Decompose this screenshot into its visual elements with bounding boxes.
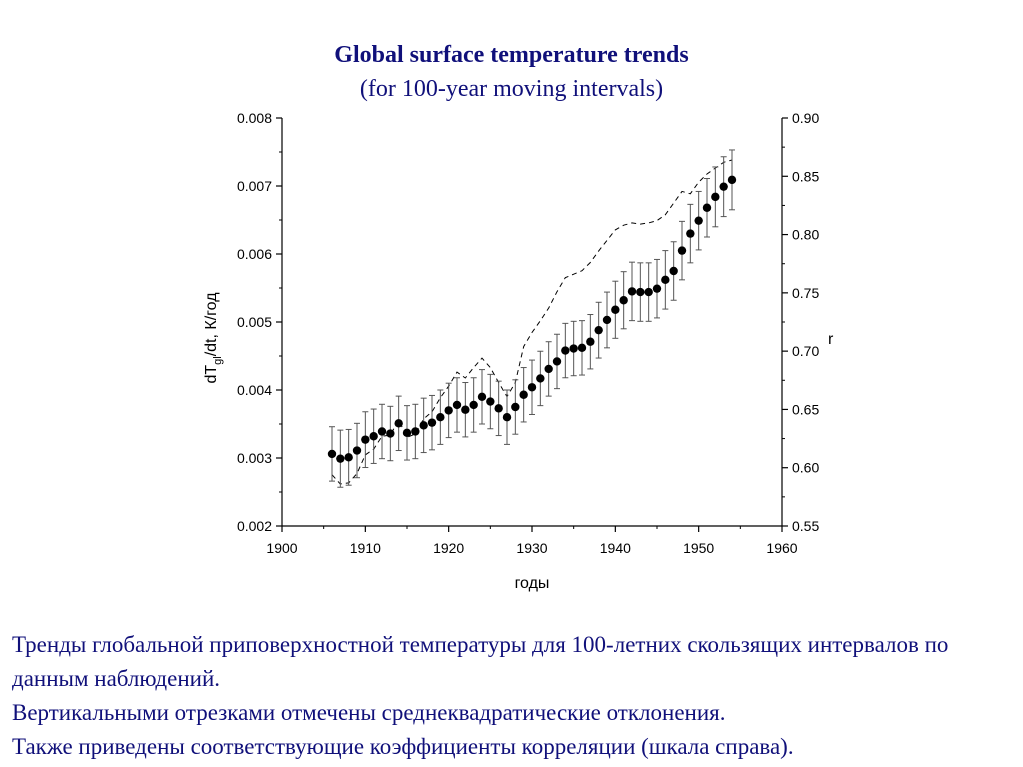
data-point — [694, 216, 703, 225]
x-tick-label: 1950 — [683, 540, 714, 556]
data-point — [419, 421, 428, 430]
caption-line-1: Тренды глобальной приповерхностной темпе… — [12, 632, 949, 691]
data-point — [586, 337, 595, 346]
data-point — [661, 275, 670, 285]
data-point — [502, 413, 512, 422]
data-point — [619, 296, 628, 305]
data-point — [686, 229, 695, 238]
data-point — [602, 315, 612, 325]
chart-axes — [276, 117, 788, 532]
y-right-tick-label: 0.75 — [792, 285, 819, 301]
data-point — [386, 429, 395, 438]
data-point — [644, 287, 653, 297]
data-point — [669, 266, 678, 276]
x-tick-label: 1910 — [350, 540, 381, 556]
y-right-tick-label: 0.55 — [792, 518, 819, 534]
data-point — [436, 413, 445, 422]
y-right-tick-label: 0.70 — [792, 343, 819, 359]
data-point — [719, 182, 728, 191]
data-point — [369, 432, 378, 441]
data-point — [711, 192, 720, 202]
data-point — [461, 405, 470, 414]
axis-labels: 1900 1910 1920 1930 1940 1950 1960 0.002 0.003 0.… — [203, 110, 834, 592]
x-tick-label: 1930 — [516, 540, 547, 556]
y-left-title-subscript: gl — [212, 356, 224, 365]
data-point — [527, 383, 537, 392]
data-point — [727, 175, 737, 185]
caption-line-3: Также приведены соответствующие коэффици… — [12, 734, 794, 759]
data-point — [477, 392, 487, 401]
y-left-axis-title: dTgl/dt, К/год — [203, 292, 224, 384]
y-left-tick-label: 0.005 — [237, 314, 272, 330]
data-point — [361, 435, 370, 444]
data-point — [411, 427, 420, 436]
data-point — [486, 397, 495, 406]
data-point — [511, 402, 520, 412]
data-point — [552, 357, 562, 366]
data-point — [519, 390, 528, 399]
data-point — [636, 287, 645, 297]
y-left-title-main: dT — [203, 365, 220, 384]
trend-series — [327, 149, 737, 488]
y-right-tick-label: 0.80 — [792, 227, 819, 243]
data-point — [544, 364, 553, 374]
x-axis-title: годы — [515, 575, 550, 592]
data-point — [336, 454, 345, 463]
y-right-tick-label: 0.60 — [792, 460, 819, 476]
y-right-tick-label: 0.85 — [792, 168, 819, 184]
data-point — [444, 406, 453, 415]
y-right-tick-label: 0.90 — [792, 110, 819, 126]
y-left-tick-label: 0.004 — [237, 382, 272, 398]
data-point — [561, 346, 570, 355]
y-right-axis-title: r — [828, 331, 834, 348]
data-point — [677, 246, 687, 255]
data-point — [469, 400, 478, 410]
data-point — [344, 453, 353, 462]
y-right-tick-label: 0.65 — [792, 401, 819, 417]
data-point — [452, 400, 462, 410]
y-left-tick-label: 0.006 — [237, 246, 272, 262]
y-left-title-rest: /dt, К/год — [203, 292, 220, 356]
chart-subtitle: (for 100-year moving intervals) — [359, 76, 664, 102]
correlation-series — [331, 159, 733, 485]
data-point — [569, 344, 578, 353]
data-point — [394, 419, 403, 428]
data-point — [327, 449, 337, 459]
chart-title: Global surface temperature trends — [334, 42, 689, 68]
data-point — [427, 418, 437, 427]
x-tick-label: 1940 — [600, 540, 631, 556]
y-left-tick-label: 0.003 — [237, 450, 272, 466]
data-point — [702, 203, 712, 212]
data-point — [652, 284, 662, 293]
y-left-tick-label: 0.007 — [237, 178, 272, 194]
trend-chart: 1900 1910 1920 1930 1940 1950 1960 0.002 0.003 0.… — [203, 110, 834, 592]
x-tick-label: 1960 — [766, 540, 797, 556]
data-point — [577, 343, 587, 353]
data-point — [627, 287, 637, 296]
correlation-line — [331, 159, 733, 485]
data-point — [494, 404, 503, 413]
y-left-tick-label: 0.002 — [237, 518, 272, 534]
x-tick-label: 1920 — [433, 540, 464, 556]
x-tick-label: 1900 — [266, 540, 297, 556]
data-point — [536, 374, 545, 383]
y-left-tick-label: 0.008 — [237, 110, 272, 126]
data-point — [594, 325, 603, 335]
data-point — [352, 446, 362, 455]
data-point — [402, 428, 412, 438]
data-point — [377, 427, 387, 436]
data-point — [611, 305, 620, 314]
caption-line-2: Вертикальными отрезками отмечены среднек… — [12, 700, 726, 725]
